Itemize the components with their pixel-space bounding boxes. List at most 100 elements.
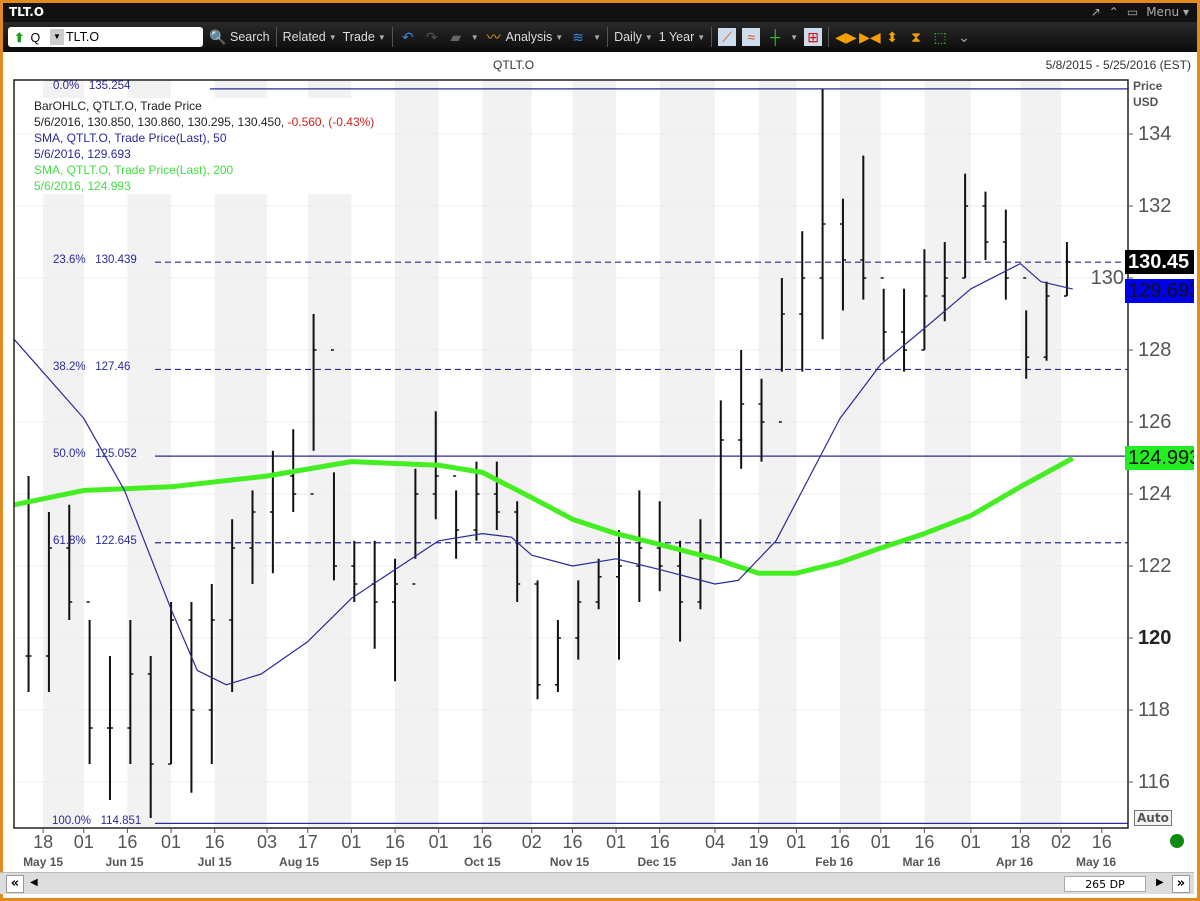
compress-horizontal-icon[interactable]: ▶◀ [859,29,881,45]
x-tick-label: 19 [748,832,769,852]
line-chart-icon[interactable]: ⟋ [718,28,737,46]
sma50-price-tag: 129.693 [1125,279,1194,304]
date-band [1020,80,1062,828]
legend-sma50-title: SMA, QTLT.O, Trade Price(Last), 50 [34,131,227,145]
date-band [572,80,617,828]
x-tick-label: 16 [1091,832,1112,852]
undo-icon[interactable]: ↶ [401,29,414,45]
y-tick-label: 130 [1090,267,1124,289]
trade-menu[interactable]: Trade ▼ [342,30,386,44]
date-band [482,80,532,828]
y-tick-label: 134 [1138,123,1172,145]
analysis-menu[interactable]: 〰 Analysis ▼ [486,29,564,45]
x-month-label: Oct 15 [463,855,501,869]
compress-vertical-icon[interactable]: ⧗ [911,29,921,45]
fib-label: 61.8% 122.645 [53,534,137,547]
x-tick-label: 01 [161,832,182,852]
collapse-icon[interactable]: ⌃ [1108,5,1119,19]
more-icon[interactable]: ⌄ [958,29,970,45]
x-tick-label: 16 [385,832,406,852]
fib-label: 0.0% 135.254 [53,79,131,92]
x-month-label: Feb 16 [815,855,854,869]
zoom-box-icon[interactable]: ⊞ [804,28,823,46]
toolbar: ⬆ Q ▼ TLT.O 🔍 Search Related ▼ Trade ▼ ↶ ↷ ▰… [3,22,1197,52]
x-month-label: Aug 15 [279,855,320,869]
date-band [758,80,797,828]
x-tick-label: 01 [960,832,981,852]
redo-icon[interactable]: ↷ [425,29,438,45]
auto-scale-button[interactable]: Auto [1134,810,1172,826]
date-band [840,80,881,828]
x-tick-label: 02 [521,832,542,852]
sma200-price-tag: 124.993 [1125,446,1194,471]
fib-label: 50.0% 125.052 [53,448,137,461]
x-month-label: Sep 15 [369,855,409,869]
last-price-tag: 130.45 [1125,249,1194,274]
x-month-label: Apr 16 [995,855,1034,869]
data-points-field[interactable]: 265 DP [1064,876,1146,892]
analysis-icon: 〰 [486,29,501,45]
time-scrollbar[interactable]: « ◀ 265 DP ▶ » [0,872,1194,894]
sma200-line [13,456,1074,576]
legend-sma50-value: 5/6/2016, 129.693 [34,147,131,161]
y-tick-label: 128 [1138,339,1172,361]
fib-label: 100.0% 114.851 [52,815,142,828]
search-icon: 🔍 [209,29,227,45]
x-tick-label: 16 [914,832,935,852]
y-tick-label: 116 [1138,771,1170,793]
x-tick-label: 03 [257,832,278,852]
x-tick-label: 01 [786,832,807,852]
pin-icon[interactable]: ↗ [1090,5,1101,19]
ric-input-group[interactable]: ⬆ Q ▼ TLT.O [8,27,203,47]
legend-bar-values: 5/6/2016, 130.850, 130.860, 130.295, 130… [34,115,285,129]
x-tick-label: 16 [117,832,138,852]
select-area-icon[interactable]: ⬚ [933,29,947,45]
title-bar: TLT.O ↗ ⌃ ▭ Menu ▾ [3,3,1197,22]
interval-select[interactable]: Daily ▼ [614,30,653,44]
menu-button[interactable]: Menu ▾ [1146,5,1189,19]
fib-label: 38.2% 127.46 [53,361,131,374]
studies-icon[interactable]: ≋ [572,29,584,45]
search-button[interactable]: 🔍 Search [209,29,270,45]
x-month-label: Mar 16 [902,855,941,869]
ric-prefix[interactable]: Q [30,30,41,45]
date-band [924,80,971,828]
y-tick-label: 124 [1138,483,1172,505]
x-month-label: Nov 15 [549,855,590,869]
compare-chart-icon[interactable]: ≈ [742,28,761,46]
x-tick-label: 01 [606,832,627,852]
expand-horizontal-icon[interactable]: ◀▶ [835,29,857,45]
x-month-label: Dec 15 [637,855,677,869]
date-band [127,80,172,828]
date-band [395,80,439,828]
x-tick-label: 01 [73,832,94,852]
scroll-right-icon[interactable]: ▶ [1156,877,1164,888]
status-indicator [1170,834,1184,848]
ric-dropdown[interactable]: ▼ [50,29,64,45]
folder-icon[interactable]: ▰ [450,29,462,45]
x-month-label: Jan 16 [731,855,769,869]
x-tick-label: 16 [204,832,225,852]
y-tick-label: 118 [1138,699,1170,721]
date-band [43,80,84,828]
related-menu[interactable]: Related ▼ [282,30,337,44]
scroll-start-button[interactable]: « [6,875,24,893]
sma50-line [13,263,1073,686]
scroll-end-button[interactable]: » [1172,875,1190,893]
date-band [307,80,352,828]
y-tick-label: 122 [1138,555,1172,577]
range-select[interactable]: 1 Year ▼ [658,30,706,44]
chart-symbol: QTLT.O [493,58,535,72]
legend-bar-title: BarOHLC, QTLT.O, Trade Price [34,99,202,113]
scroll-left-icon[interactable]: ◀ [30,877,38,888]
expand-vertical-icon[interactable]: ⬍ [886,29,898,45]
x-month-label: Jun 15 [105,855,144,869]
legend-sma200-value: 5/6/2016, 124.993 [34,179,131,193]
maximize-icon[interactable]: ▭ [1126,5,1139,19]
x-tick-label: 16 [472,832,493,852]
x-tick-label: 18 [1010,832,1031,852]
y-tick-label: 126 [1138,411,1172,433]
crosshair-icon[interactable]: ┼ [770,29,781,45]
ric-input[interactable]: TLT.O [66,30,100,44]
